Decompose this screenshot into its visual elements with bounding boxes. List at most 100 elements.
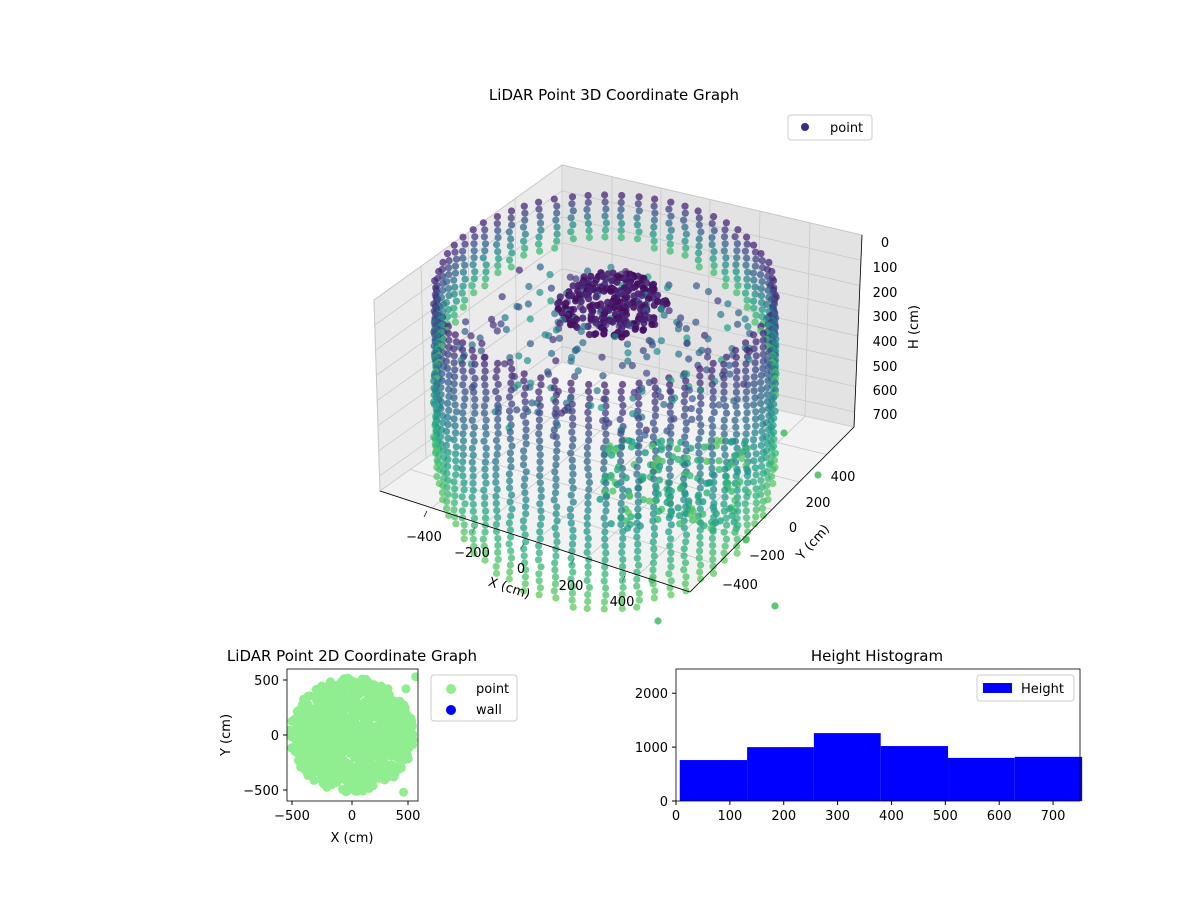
point-3d — [814, 471, 822, 479]
point-3d — [481, 226, 489, 234]
x-tick-label: 200 — [559, 579, 584, 594]
point-3d — [633, 533, 641, 541]
point-3d — [751, 318, 759, 326]
point-3d — [762, 314, 771, 322]
point-3d — [586, 394, 594, 403]
point-3d — [743, 423, 751, 431]
point-3d — [695, 235, 703, 243]
point-3d — [651, 587, 659, 595]
point-3d — [442, 504, 451, 512]
point-3d — [607, 473, 615, 481]
point-3d — [601, 570, 609, 578]
point-2d — [328, 719, 338, 729]
point-3d — [458, 360, 466, 368]
point-3d — [710, 213, 718, 221]
point-3d — [584, 198, 592, 207]
point-3d — [568, 456, 576, 464]
point-3d — [492, 492, 500, 500]
point-3d — [757, 413, 765, 421]
point-3d — [579, 339, 587, 347]
point-3d — [568, 428, 576, 436]
point-3d — [470, 521, 479, 529]
point-3d — [450, 394, 458, 402]
point-3d — [635, 400, 643, 408]
point-3d — [618, 380, 627, 389]
point-3d — [585, 233, 594, 242]
point-3d — [452, 471, 460, 479]
y-tick-label: 400 — [831, 470, 856, 485]
point-3d — [470, 240, 478, 248]
point-3d — [469, 500, 477, 508]
point-3d — [757, 371, 766, 379]
point-3d — [720, 388, 728, 396]
point-3d — [551, 489, 560, 497]
point-3d — [470, 437, 478, 445]
point-3d — [522, 496, 530, 504]
point-2d — [332, 777, 342, 787]
point-3d — [758, 483, 766, 491]
point-3d — [641, 431, 649, 439]
point-2d — [379, 757, 389, 767]
point-3d — [520, 587, 528, 595]
point-3d — [508, 221, 516, 229]
point-3d — [650, 301, 658, 309]
point-3d — [585, 478, 594, 487]
point-3d — [568, 463, 577, 471]
point-3d — [742, 374, 750, 382]
point-3d — [585, 436, 593, 445]
point-3d — [681, 237, 689, 245]
point-3d — [607, 263, 615, 271]
point-3d — [651, 412, 660, 420]
z-axis-3d-line — [853, 234, 863, 428]
point-3d — [759, 420, 767, 428]
point-3d — [458, 289, 466, 297]
point-3d — [451, 492, 459, 500]
point-3d — [551, 566, 559, 574]
histogram-bar — [813, 733, 881, 801]
z-tick-label: 200 — [873, 286, 898, 301]
point-3d — [722, 535, 731, 543]
point-3d — [715, 466, 723, 474]
point-3d — [584, 408, 592, 417]
point-3d — [680, 412, 688, 420]
point-3d — [688, 415, 696, 423]
point-3d — [553, 517, 561, 525]
point-3d — [505, 575, 513, 583]
point-3d — [567, 519, 575, 527]
point-3d — [478, 339, 486, 348]
point-3d — [536, 263, 544, 271]
point-3d — [468, 282, 476, 290]
point-3d — [567, 449, 575, 457]
point-2d — [342, 740, 351, 749]
point-3d — [583, 527, 591, 536]
legend-2d-marker-point — [446, 684, 456, 694]
point-3d — [584, 506, 592, 515]
point-3d — [633, 470, 641, 478]
point-2d — [372, 761, 382, 771]
point-2d — [385, 751, 395, 761]
point-3d — [584, 219, 593, 228]
point-3d — [607, 451, 616, 459]
point-3d — [750, 443, 758, 451]
point-3d — [617, 514, 625, 522]
y-tick-label: 0 — [660, 795, 668, 810]
point-3d — [583, 548, 591, 557]
point-3d — [709, 422, 717, 430]
point-2d — [400, 733, 410, 743]
point-3d — [665, 219, 673, 227]
grid-line — [376, 242, 563, 376]
point-3d — [601, 191, 609, 199]
point-3d — [743, 303, 751, 311]
point-3d — [682, 419, 690, 427]
point-3d — [734, 226, 742, 234]
point-3d — [469, 535, 477, 543]
point-3d — [651, 195, 659, 203]
point-3d — [732, 402, 740, 410]
point-3d — [568, 193, 577, 201]
point-3d — [703, 353, 712, 361]
point-3d — [626, 492, 634, 500]
point-3d — [521, 531, 529, 539]
point-3d — [505, 393, 514, 401]
point-3d — [435, 267, 443, 276]
point-3d — [650, 531, 659, 539]
